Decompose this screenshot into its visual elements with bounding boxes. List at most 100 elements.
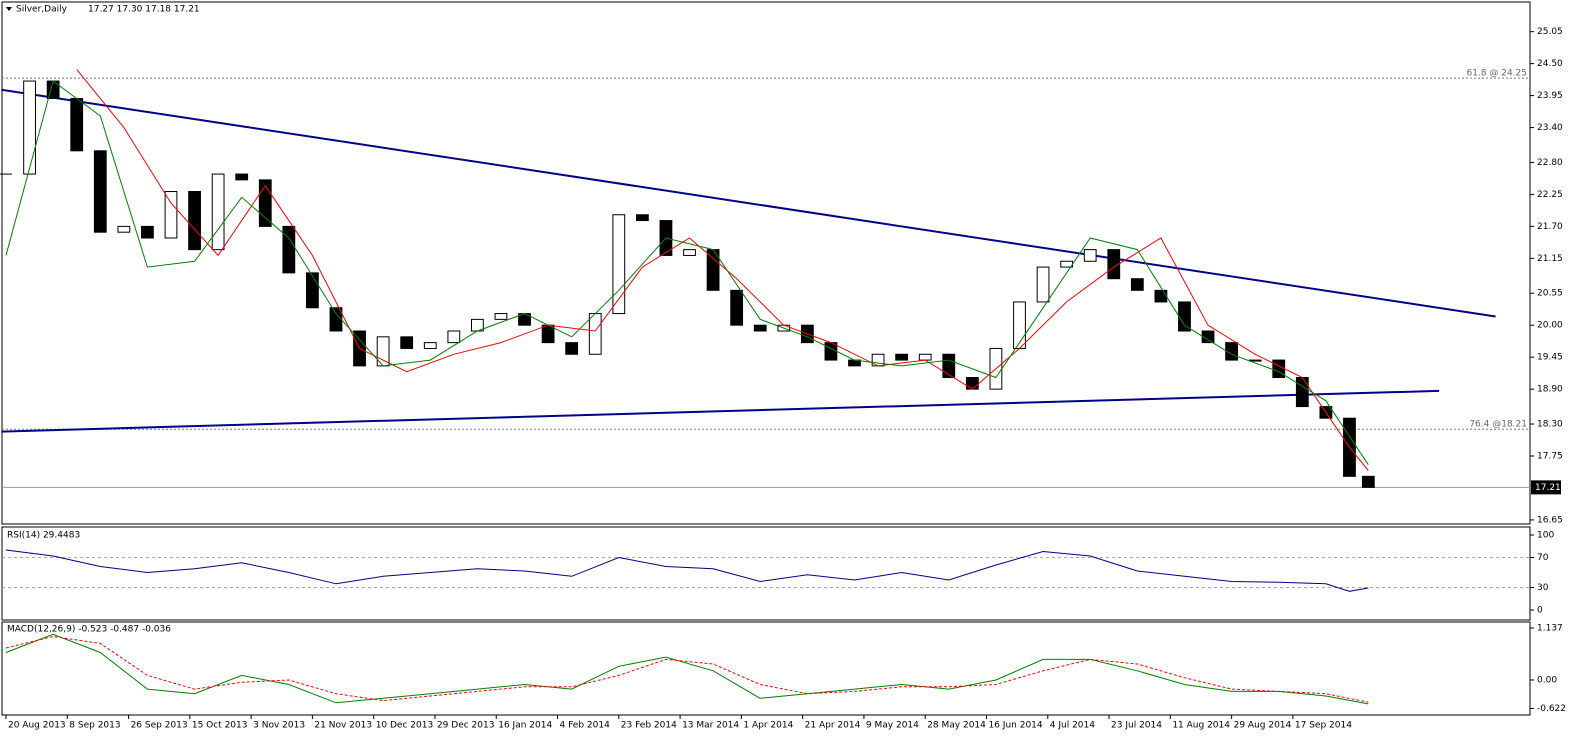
y-tick-label: 21.15 xyxy=(1537,254,1563,264)
trendline xyxy=(1,389,1440,433)
y-tick-label: 24.50 xyxy=(1537,59,1563,69)
y-tick-label: 0.00 xyxy=(1537,675,1557,685)
last-price-label: 17.21 xyxy=(1535,483,1561,493)
x-tick-label: 26 Sep 2013 xyxy=(131,721,188,731)
x-tick-label: 29 Aug 2014 xyxy=(1234,721,1292,731)
candle-body xyxy=(258,179,272,227)
candle-body xyxy=(1225,342,1239,361)
y-tick-label: 25.05 xyxy=(1537,27,1563,37)
x-tick-label: 17 Sep 2014 xyxy=(1295,721,1352,731)
y-tick-label: 18.30 xyxy=(1537,420,1563,430)
candle-body xyxy=(1083,249,1097,262)
x-tick-label: 29 Dec 2013 xyxy=(437,721,495,731)
candle-body xyxy=(93,150,107,233)
y-tick-label: 20.55 xyxy=(1537,289,1563,299)
fib-label: 76.4 @18.21 xyxy=(1469,420,1527,430)
x-tick-label: 28 May 2014 xyxy=(927,721,986,731)
trendline xyxy=(1,88,1496,318)
y-tick-label: 18.90 xyxy=(1537,385,1563,395)
x-tick-label: 8 Sep 2013 xyxy=(69,721,120,731)
macd-line xyxy=(5,633,1369,705)
chart-title: Silver,Daily xyxy=(16,5,68,15)
last-price-box xyxy=(1531,480,1561,495)
candle-body xyxy=(329,307,343,332)
candle-body xyxy=(70,97,84,152)
candle-body xyxy=(918,353,932,361)
menu-arrow xyxy=(6,7,12,11)
y-tick-label: 17.75 xyxy=(1537,451,1563,461)
y-tick-label: 21.70 xyxy=(1537,222,1563,232)
y-tick-label: 16.65 xyxy=(1537,515,1563,525)
candle-body xyxy=(494,313,508,320)
fib-label: 61.8 @ 24.25 xyxy=(1466,69,1527,79)
candle-body xyxy=(588,313,602,355)
y-tick-label: 22.25 xyxy=(1537,190,1563,200)
candle-body xyxy=(117,225,131,233)
candle-body xyxy=(753,324,767,332)
ohlc-header: 17.27 17.30 17.18 17.21 xyxy=(88,5,200,15)
candle-body xyxy=(1248,359,1262,362)
rsi-panel xyxy=(1,526,1531,621)
macd-line xyxy=(5,635,1369,703)
rsi-label: RSI(14) 29.4483 xyxy=(7,531,80,541)
candle-body xyxy=(730,289,744,326)
candle-body xyxy=(541,324,555,344)
macd-label: MACD(12,26,9) -0.523 -0.487 -0.036 xyxy=(7,625,171,635)
x-tick-label: 4 Jul 2014 xyxy=(1050,721,1095,731)
candle-body xyxy=(1130,278,1144,291)
candle-body xyxy=(895,353,909,361)
y-tick-label: 0 xyxy=(1537,606,1543,616)
candle-body xyxy=(400,336,414,349)
price-panel xyxy=(1,1,1531,525)
x-tick-label: 11 Aug 2014 xyxy=(1172,721,1230,731)
moving-average xyxy=(5,80,1369,465)
candle-body xyxy=(306,272,319,309)
x-tick-label: 23 Jul 2014 xyxy=(1111,721,1162,731)
candle-body xyxy=(1107,249,1121,280)
x-tick-label: 23 Feb 2014 xyxy=(621,721,677,731)
y-tick-label: 23.95 xyxy=(1537,91,1563,101)
candle-body xyxy=(141,225,154,239)
candle-body xyxy=(211,173,225,251)
x-tick-label: 13 Mar 2014 xyxy=(682,721,739,731)
y-tick-label: 1.137 xyxy=(1537,623,1563,633)
candle-body xyxy=(1295,377,1309,408)
x-tick-label: 16 Jan 2014 xyxy=(498,721,552,731)
candle-body xyxy=(1201,330,1215,344)
candle-body xyxy=(683,249,696,256)
macd-panel xyxy=(1,621,1531,716)
x-tick-label: 10 Dec 2013 xyxy=(376,721,434,731)
x-tick-label: 20 Aug 2013 xyxy=(8,721,66,731)
x-tick-label: 21 Apr 2014 xyxy=(805,721,861,731)
candle-body xyxy=(1361,475,1375,488)
candle-body xyxy=(1036,266,1050,303)
candle-body xyxy=(164,191,178,239)
candle-body xyxy=(447,330,461,344)
rsi-line xyxy=(5,549,1369,592)
candle-body xyxy=(188,191,201,251)
x-tick-label: 15 Oct 2013 xyxy=(192,721,248,731)
y-tick-label: 100 xyxy=(1537,531,1554,541)
candle-body xyxy=(965,377,979,390)
x-tick-label: 21 Nov 2013 xyxy=(314,721,372,731)
y-tick-label: 30 xyxy=(1537,583,1549,593)
x-tick-label: 1 Apr 2014 xyxy=(743,721,793,731)
candle-body xyxy=(282,225,296,274)
y-tick-label: 20.00 xyxy=(1537,321,1563,331)
y-tick-label: 19.45 xyxy=(1537,353,1563,363)
candle-body xyxy=(1013,301,1026,349)
candle-body xyxy=(23,80,36,175)
y-tick-label: 70 xyxy=(1537,553,1549,563)
candle-body xyxy=(235,173,249,181)
candle-body xyxy=(1178,301,1191,332)
y-tick-label: -0.622 xyxy=(1537,704,1566,714)
x-tick-label: 9 May 2014 xyxy=(866,721,919,731)
candle-body xyxy=(565,342,579,355)
x-tick-label: 16 Jun 2014 xyxy=(988,721,1042,731)
candle-body xyxy=(423,342,437,349)
candle-body xyxy=(1272,359,1286,379)
candle-body xyxy=(635,214,649,222)
x-tick-label: 3 Nov 2013 xyxy=(253,721,305,731)
candle-body xyxy=(824,342,838,361)
